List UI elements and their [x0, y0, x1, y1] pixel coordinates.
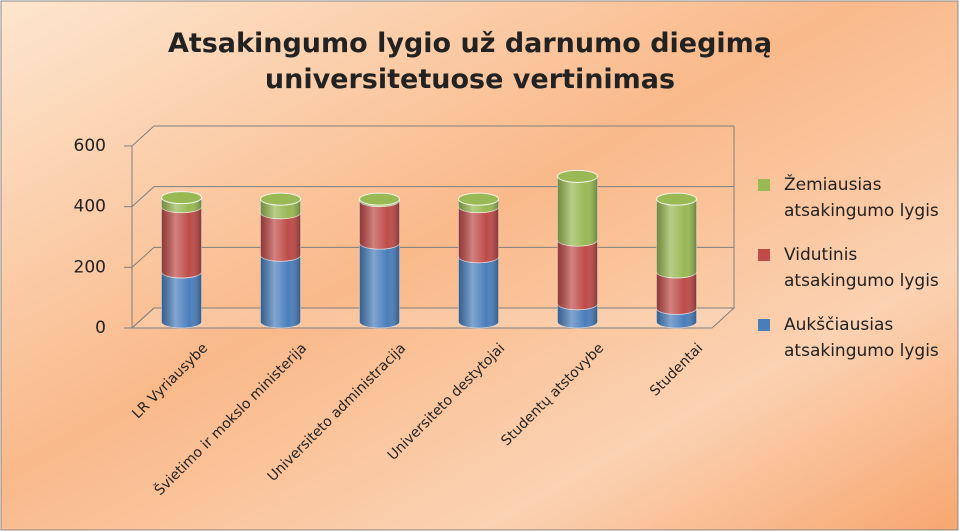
grid-line: [131, 125, 155, 147]
bar-cap: [260, 192, 301, 206]
bar-cap: [656, 192, 697, 206]
bar-shade: [260, 255, 301, 328]
bar-shade: [161, 271, 202, 328]
bar-shade: [161, 197, 202, 213]
bar-cap: [359, 192, 400, 206]
bar-shade: [161, 206, 202, 278]
y-tick-label: 600: [74, 136, 106, 156]
bar-shade: [260, 212, 301, 262]
bar-shade: [458, 206, 499, 263]
floor: [130, 307, 736, 329]
legend-label: Vidutinis atsakingumo lygis: [784, 245, 939, 291]
bar-shade: [656, 199, 697, 278]
legend-swatch: [758, 179, 770, 191]
legend-swatch: [758, 319, 770, 331]
bar-shade: [656, 271, 697, 315]
bar-cap: [458, 192, 499, 206]
bar-cap: [557, 169, 598, 183]
bar-cap: [161, 191, 202, 205]
grid-line: [131, 307, 155, 329]
bar-shade: [458, 199, 499, 213]
legend-item: Vidutinis atsakingumo lygis: [758, 242, 948, 294]
legend-item: Žemiausias atsakingumo lygis: [758, 172, 948, 224]
legend-label: Žemiausias atsakingumo lygis: [784, 175, 939, 221]
chart-title: Atsakingumo lygio už darnumo diegimą univ…: [168, 28, 772, 95]
bar-shade: [260, 199, 301, 219]
y-tick-label: 0: [95, 318, 106, 338]
bar-shade: [359, 200, 400, 250]
legend: Žemiausias atsakingumo lygis Vidutinis at…: [758, 172, 948, 382]
legend-item: Aukščiausias atsakingumo lygis: [758, 312, 948, 364]
y-tick-label: 200: [74, 257, 106, 277]
grid-line: [131, 246, 155, 268]
legend-label: Aukščiausias atsakingumo lygis: [784, 315, 939, 361]
y-tick-label: 400: [74, 197, 106, 217]
legend-swatch: [758, 249, 770, 261]
bar-shade: [656, 308, 697, 328]
bar-shade: [557, 240, 598, 310]
bar-shade: [557, 303, 598, 328]
bar-shade: [557, 176, 598, 247]
grid-line: [131, 186, 155, 208]
bar-shade: [458, 256, 499, 328]
bar-shade: [359, 243, 400, 328]
